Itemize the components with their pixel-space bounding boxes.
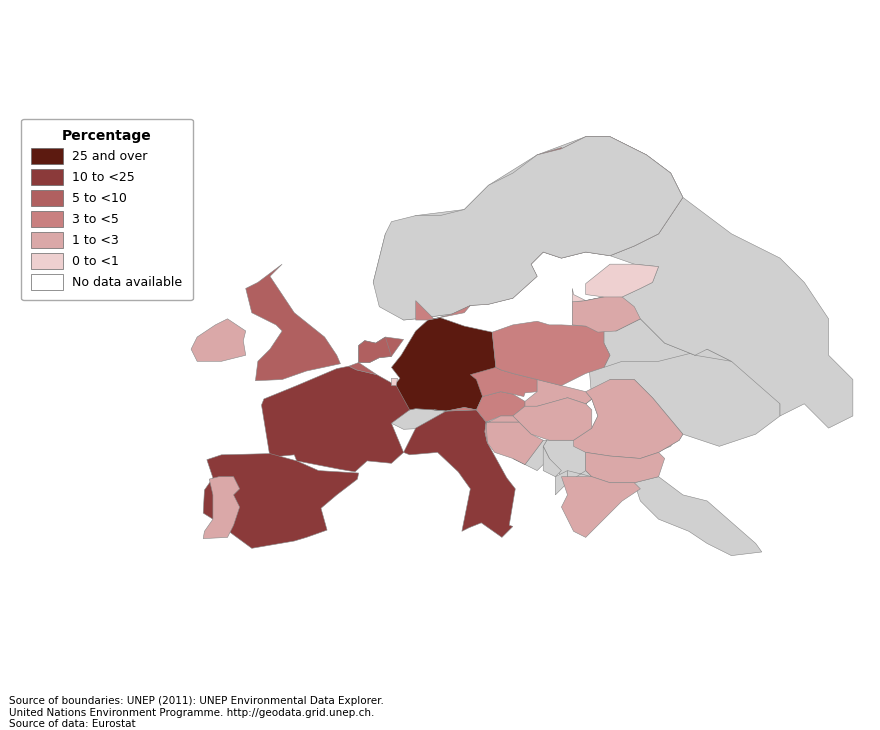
Polygon shape <box>572 294 641 332</box>
Polygon shape <box>561 477 641 537</box>
Polygon shape <box>246 264 341 381</box>
Legend: 25 and over, 10 to <25, 5 to <10, 3 to <5, 1 to <3, 0 to <1, No data available: 25 and over, 10 to <25, 5 to <10, 3 to <… <box>21 119 193 300</box>
Polygon shape <box>191 319 246 361</box>
Polygon shape <box>452 147 610 314</box>
Polygon shape <box>543 440 591 483</box>
Polygon shape <box>404 410 516 537</box>
Polygon shape <box>392 318 501 412</box>
Polygon shape <box>572 288 586 301</box>
Polygon shape <box>373 137 683 320</box>
Polygon shape <box>543 137 683 258</box>
Polygon shape <box>492 321 610 385</box>
Polygon shape <box>485 422 543 464</box>
Polygon shape <box>586 453 664 483</box>
Polygon shape <box>513 440 549 471</box>
Polygon shape <box>555 471 568 495</box>
Polygon shape <box>392 409 446 429</box>
Polygon shape <box>568 471 591 483</box>
Polygon shape <box>543 446 561 477</box>
Polygon shape <box>610 380 683 458</box>
Polygon shape <box>574 380 683 458</box>
Polygon shape <box>203 477 239 539</box>
Polygon shape <box>415 301 470 320</box>
Polygon shape <box>586 264 658 297</box>
Polygon shape <box>203 453 359 548</box>
Polygon shape <box>586 319 780 458</box>
Polygon shape <box>434 392 525 422</box>
Polygon shape <box>470 367 537 396</box>
Polygon shape <box>525 380 591 406</box>
Polygon shape <box>513 398 591 440</box>
Polygon shape <box>604 319 731 367</box>
Polygon shape <box>349 337 392 374</box>
Polygon shape <box>373 137 683 320</box>
Polygon shape <box>634 477 762 556</box>
Polygon shape <box>572 197 853 428</box>
Polygon shape <box>392 378 398 385</box>
Polygon shape <box>359 337 404 363</box>
Polygon shape <box>261 366 410 472</box>
Text: Source of boundaries: UNEP (2011): UNEP Environmental Data Explorer.
United Nati: Source of boundaries: UNEP (2011): UNEP … <box>9 696 384 729</box>
Polygon shape <box>485 416 519 442</box>
